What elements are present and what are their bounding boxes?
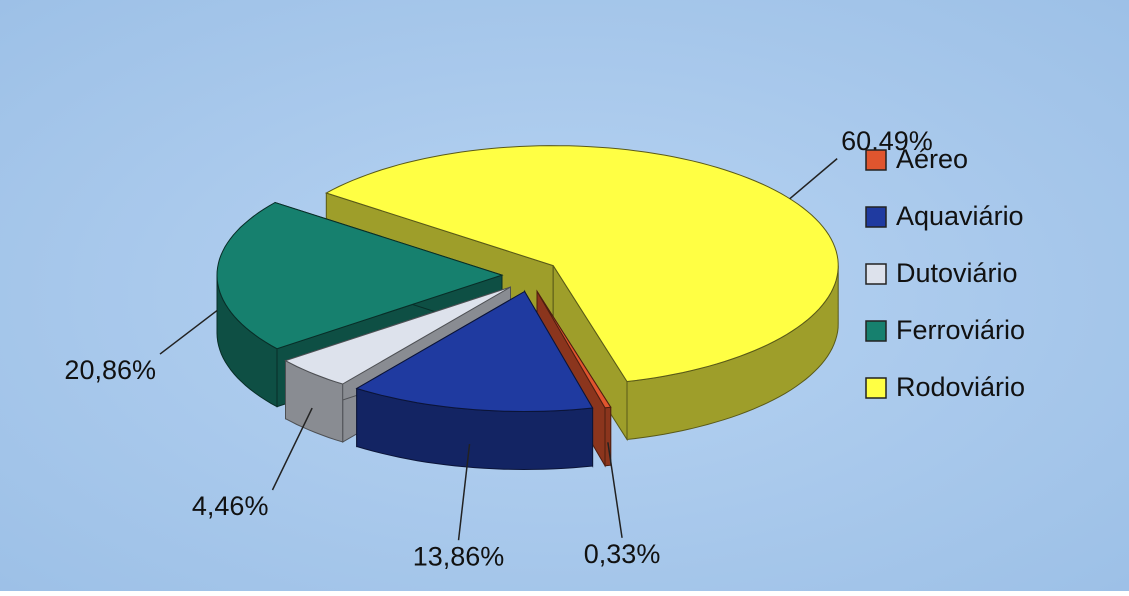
leader-line <box>789 158 838 200</box>
legend-label: Rodoviário <box>896 372 1025 402</box>
leader-line <box>271 407 313 491</box>
legend-label: Aéreo <box>896 144 968 174</box>
slice <box>284 286 511 385</box>
data-label: 20,86% <box>64 355 156 385</box>
legend-swatch <box>865 149 887 171</box>
slice <box>216 201 504 350</box>
slice <box>325 145 839 383</box>
legend-swatch <box>865 263 887 285</box>
data-label: 0,33% <box>584 539 661 569</box>
legend-swatch <box>865 206 887 228</box>
slice <box>355 289 594 471</box>
legend-label: Dutoviário <box>896 258 1018 288</box>
legend-label: Aquaviário <box>896 201 1024 231</box>
slice <box>536 291 612 409</box>
data-label: 4,46% <box>192 491 269 521</box>
data-label: 13,86% <box>413 541 505 571</box>
legend-label: Ferroviário <box>896 315 1025 345</box>
legend-swatch <box>865 320 887 342</box>
legend-swatch <box>865 377 887 399</box>
leader-line <box>159 309 218 355</box>
data-label: 60,49% <box>841 126 933 156</box>
slice <box>355 290 594 413</box>
leader-line <box>457 443 471 541</box>
leader-line <box>607 442 623 538</box>
